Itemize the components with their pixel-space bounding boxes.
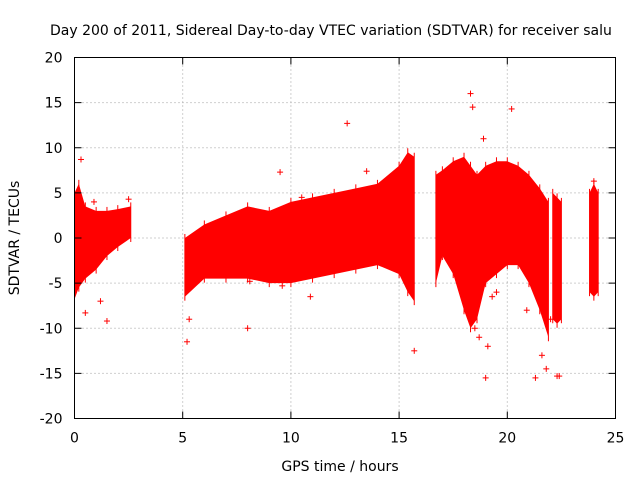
data-point xyxy=(103,318,110,325)
data-point xyxy=(480,135,487,142)
data-point xyxy=(298,194,305,201)
y-tick-label: 10 xyxy=(45,141,63,157)
data-point xyxy=(484,343,491,350)
x-tick-label: 15 xyxy=(390,431,408,447)
x-axis-label: GPS time / hours xyxy=(281,459,398,475)
data-point xyxy=(523,307,530,314)
data-point xyxy=(344,120,351,127)
y-tick-label: -20 xyxy=(40,412,63,428)
data-point xyxy=(556,373,563,380)
data-point xyxy=(411,347,418,354)
y-axis-label: SDTVAR / TECUs xyxy=(7,181,23,296)
y-tick-label: 0 xyxy=(54,231,63,247)
data-point xyxy=(363,168,370,175)
x-tick-label: 5 xyxy=(178,431,187,447)
data-point xyxy=(489,293,496,300)
y-tick-label: -10 xyxy=(40,321,63,337)
data-point xyxy=(125,196,132,203)
y-tick-label: -15 xyxy=(40,366,63,382)
data-point xyxy=(279,282,286,289)
data-point xyxy=(90,198,97,205)
x-tick-label: 10 xyxy=(282,431,300,447)
data-point xyxy=(77,156,84,163)
x-tick-label: 20 xyxy=(498,431,516,447)
sdtvar-band xyxy=(74,183,131,300)
data-point xyxy=(246,278,253,285)
y-tick-label: 20 xyxy=(45,51,63,67)
data-point xyxy=(467,90,474,97)
data-point xyxy=(493,289,500,296)
data-band-layer xyxy=(74,148,599,342)
data-point xyxy=(97,298,104,305)
data-point xyxy=(538,352,545,359)
data-point xyxy=(482,374,489,381)
data-point xyxy=(532,374,539,381)
data-point xyxy=(476,334,483,341)
y-tick-label: 5 xyxy=(54,186,63,202)
data-point xyxy=(307,293,314,300)
data-point-layer xyxy=(77,90,597,381)
data-point xyxy=(508,105,515,112)
y-tick-label: -5 xyxy=(49,276,63,292)
x-tick-label: 25 xyxy=(607,431,625,447)
plot-frame xyxy=(74,57,616,419)
data-point xyxy=(590,178,597,185)
data-point xyxy=(186,316,193,323)
data-point xyxy=(244,325,251,332)
data-point xyxy=(543,365,550,372)
data-point xyxy=(469,104,476,111)
data-point xyxy=(471,325,478,332)
chart-title: Day 200 of 2011, Sidereal Day-to-day VTE… xyxy=(50,23,612,39)
data-point xyxy=(184,338,191,345)
data-point xyxy=(277,169,284,176)
x-tick-label: 0 xyxy=(70,431,79,447)
y-tick-label: 15 xyxy=(45,96,63,112)
data-point xyxy=(547,316,554,323)
data-point xyxy=(82,309,89,316)
sdtvar-band xyxy=(184,152,415,302)
